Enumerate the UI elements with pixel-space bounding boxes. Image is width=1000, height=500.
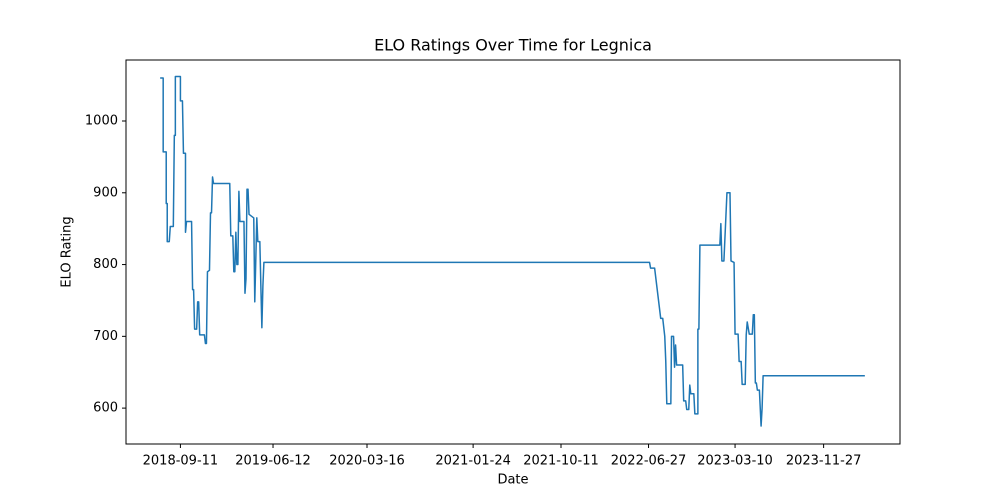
x-tick-label: 2021-01-24 — [435, 454, 511, 469]
x-tick-label: 2018-09-11 — [143, 454, 219, 469]
data-line — [160, 75, 865, 427]
x-tick-label: 2020-03-16 — [329, 454, 405, 469]
y-tick-label: 800 — [93, 257, 118, 272]
x-tick-label: 2023-11-27 — [786, 454, 862, 469]
x-tick-label: 2022-06-27 — [611, 454, 687, 469]
chart-title: ELO Ratings Over Time for Legnica — [374, 36, 652, 55]
x-tick-label: 2023-03-10 — [697, 454, 773, 469]
plot-frame — [125, 59, 901, 445]
y-tick-label: 900 — [93, 185, 118, 200]
x-tick-label: 2021-10-11 — [523, 454, 599, 469]
y-tick-label: 600 — [93, 401, 118, 416]
x-tick-label: 2019-06-12 — [235, 454, 311, 469]
y-tick-label: 700 — [93, 329, 118, 344]
y-tick-label: 1000 — [85, 114, 118, 129]
y-axis-label: ELO Rating — [60, 216, 75, 287]
x-axis-label: Date — [497, 473, 528, 488]
